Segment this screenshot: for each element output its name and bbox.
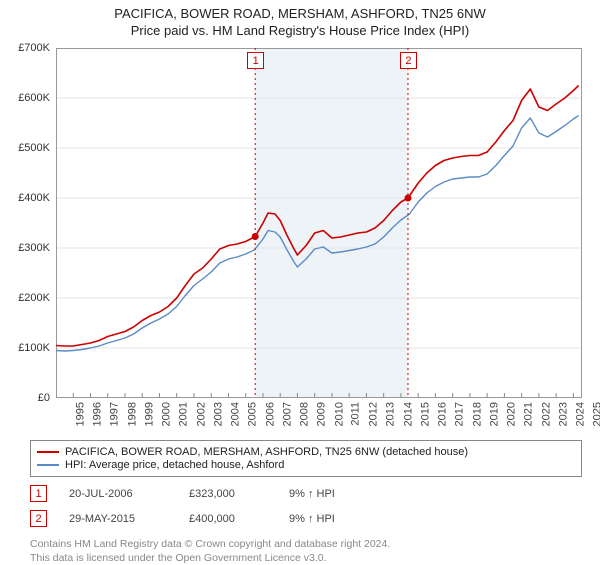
legend: PACIFICA, BOWER ROAD, MERSHAM, ASHFORD, …	[30, 440, 582, 477]
sale-row: 1 20-JUL-2006 £323,000 9% ↑ HPI	[30, 485, 582, 502]
x-tick-label: 2015	[419, 402, 431, 426]
x-tick-label: 2009	[316, 402, 328, 426]
x-tick-label: 2025	[592, 402, 600, 426]
x-tick-label: 1999	[143, 402, 155, 426]
sale-date: 20-JUL-2006	[69, 488, 189, 500]
x-tick-label: 2024	[575, 402, 587, 426]
footnote: Contains HM Land Registry data © Crown c…	[30, 537, 582, 565]
x-tick-label: 2010	[333, 402, 345, 426]
chart-title: PACIFICA, BOWER ROAD, MERSHAM, ASHFORD, …	[0, 6, 600, 21]
x-tick-label: 2007	[281, 402, 293, 426]
chart-plot-area: £0£100K£200K£300K£400K£500K£600K£700K199…	[56, 48, 582, 398]
sale-row: 2 29-MAY-2015 £400,000 9% ↑ HPI	[30, 510, 582, 527]
y-tick-label: £600K	[18, 92, 50, 104]
sale-marker-icon: 2	[30, 510, 47, 527]
x-tick-label: 2016	[437, 402, 449, 426]
y-tick-label: £700K	[18, 42, 50, 54]
x-tick-label: 2001	[178, 402, 190, 426]
chart-svg	[56, 48, 582, 398]
x-tick-label: 1998	[126, 402, 138, 426]
legend-label: HPI: Average price, detached house, Ashf…	[65, 459, 284, 471]
y-tick-label: £500K	[18, 142, 50, 154]
x-tick-label: 2019	[488, 402, 500, 426]
footnote-line: This data is licensed under the Open Gov…	[30, 551, 582, 565]
sale-delta: 9% ↑ HPI	[289, 513, 409, 525]
x-tick-label: 2018	[471, 402, 483, 426]
legend-item: HPI: Average price, detached house, Ashf…	[37, 459, 575, 471]
sale-price: £323,000	[189, 488, 289, 500]
sale-price: £400,000	[189, 513, 289, 525]
x-tick-label: 2003	[212, 402, 224, 426]
sale-marker-flag: 1	[247, 52, 264, 69]
footnote-line: Contains HM Land Registry data © Crown c…	[30, 537, 582, 551]
legend-item: PACIFICA, BOWER ROAD, MERSHAM, ASHFORD, …	[37, 446, 575, 458]
legend-swatch	[37, 464, 59, 466]
y-tick-label: £100K	[18, 342, 50, 354]
legend-swatch	[37, 451, 59, 453]
x-tick-label: 2021	[523, 402, 535, 426]
x-tick-label: 2005	[247, 402, 259, 426]
legend-label: PACIFICA, BOWER ROAD, MERSHAM, ASHFORD, …	[65, 446, 468, 458]
x-tick-label: 2017	[454, 402, 466, 426]
chart-subtitle: Price paid vs. HM Land Registry's House …	[0, 23, 600, 38]
sale-marker-flag: 2	[400, 52, 417, 69]
x-tick-label: 2014	[402, 402, 414, 426]
x-tick-label: 2012	[368, 402, 380, 426]
x-tick-label: 2023	[557, 402, 569, 426]
x-tick-label: 2011	[350, 402, 362, 426]
x-tick-label: 1995	[74, 402, 86, 426]
x-tick-label: 2000	[161, 402, 173, 426]
y-tick-label: £400K	[18, 192, 50, 204]
x-tick-label: 2013	[385, 402, 397, 426]
x-tick-label: 2022	[540, 402, 552, 426]
x-tick-label: 1996	[92, 402, 104, 426]
sale-delta: 9% ↑ HPI	[289, 488, 409, 500]
sale-marker-icon: 1	[30, 485, 47, 502]
x-tick-label: 2008	[299, 402, 311, 426]
x-tick-label: 2004	[230, 402, 242, 426]
y-tick-label: £0	[38, 392, 50, 404]
y-tick-label: £200K	[18, 292, 50, 304]
x-tick-label: 1997	[109, 402, 121, 426]
x-tick-label: 2006	[264, 402, 276, 426]
y-tick-label: £300K	[18, 242, 50, 254]
sale-date: 29-MAY-2015	[69, 513, 189, 525]
x-tick-label: 2002	[195, 402, 207, 426]
x-tick-label: 2020	[506, 402, 518, 426]
